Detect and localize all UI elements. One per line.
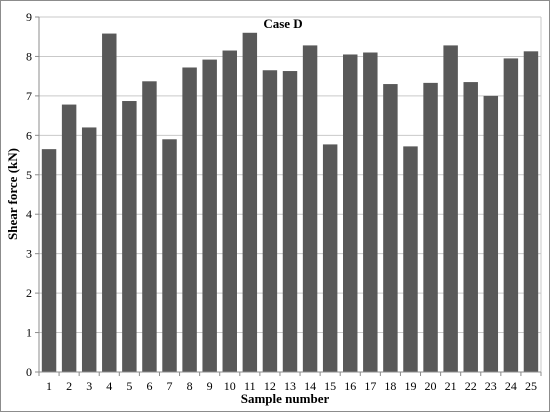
- x-tick-label: 14: [304, 379, 316, 393]
- bar: [242, 32, 258, 373]
- bar: [302, 45, 318, 373]
- y-tick-label: 5: [26, 168, 32, 182]
- x-tick-label: 16: [344, 379, 356, 393]
- bar: [343, 54, 358, 372]
- bar: [61, 104, 77, 373]
- x-tick-label: 15: [324, 379, 336, 393]
- bar: [503, 58, 519, 373]
- x-tick-label: 5: [126, 379, 132, 393]
- bar: [102, 33, 117, 373]
- x-tick-label: 1: [46, 379, 52, 393]
- bar: [41, 149, 57, 372]
- bar: [122, 101, 137, 373]
- y-tick-label: 9: [26, 10, 32, 24]
- chart-title: Case D: [263, 16, 302, 31]
- x-tick-label: 25: [525, 379, 537, 393]
- bar: [282, 71, 298, 373]
- bar: [363, 52, 378, 372]
- x-tick-label: 12: [264, 379, 276, 393]
- y-tick-label: 6: [26, 128, 32, 142]
- x-tick-label: 24: [505, 379, 517, 393]
- x-tick-label: 18: [384, 379, 396, 393]
- bar: [202, 59, 217, 372]
- x-tick-label: 8: [187, 379, 193, 393]
- bar: [162, 139, 177, 372]
- y-tick-label: 2: [26, 286, 32, 300]
- x-tick-labels: 1 2 3 4 5 6 7 8 9 10 11 12 13 14 15 16 17 18 19 20 21 22 23 24 2…: [46, 379, 537, 393]
- x-tick-label: 23: [485, 379, 497, 393]
- bar: [403, 146, 418, 372]
- y-axis-title: Shear force (kN): [5, 148, 20, 240]
- x-tick-label: 6: [146, 379, 152, 393]
- bar: [443, 45, 458, 373]
- y-tick-label: 3: [26, 247, 32, 261]
- x-tick-label: 19: [404, 379, 416, 393]
- y-tick-label: 1: [26, 326, 32, 340]
- y-tick-label: 4: [26, 207, 32, 221]
- x-tick-label: 13: [284, 379, 296, 393]
- bar: [142, 81, 157, 373]
- x-axis-title: Sample number: [241, 391, 330, 406]
- bar: [262, 70, 278, 372]
- bar: [463, 82, 478, 372]
- bar: [423, 82, 438, 372]
- bar: [322, 144, 338, 372]
- x-tick-label: 10: [224, 379, 236, 393]
- bar: [222, 50, 237, 373]
- bar: [182, 67, 197, 372]
- y-tick-label: 8: [26, 49, 32, 63]
- y-tick-labels: 0 1 2 3 4 5 6 7 8 9: [26, 10, 32, 379]
- bars: [41, 32, 539, 373]
- x-tick-label: 7: [167, 379, 173, 393]
- x-tick-label: 2: [66, 379, 72, 393]
- axes: [35, 16, 542, 376]
- bar: [81, 127, 97, 372]
- bar: [523, 51, 539, 373]
- x-tick-label: 21: [445, 379, 457, 393]
- x-tick-label: 4: [106, 379, 112, 393]
- bar: [383, 84, 398, 373]
- y-tick-label: 0: [26, 365, 32, 379]
- x-tick-label: 11: [244, 379, 256, 393]
- bar: [483, 95, 499, 372]
- y-tick-label: 7: [26, 89, 32, 103]
- x-tick-label: 9: [207, 379, 213, 393]
- x-tick-label: 20: [425, 379, 437, 393]
- x-tick-label: 17: [364, 379, 376, 393]
- x-tick-label: 22: [465, 379, 477, 393]
- x-tick-label: 3: [86, 379, 92, 393]
